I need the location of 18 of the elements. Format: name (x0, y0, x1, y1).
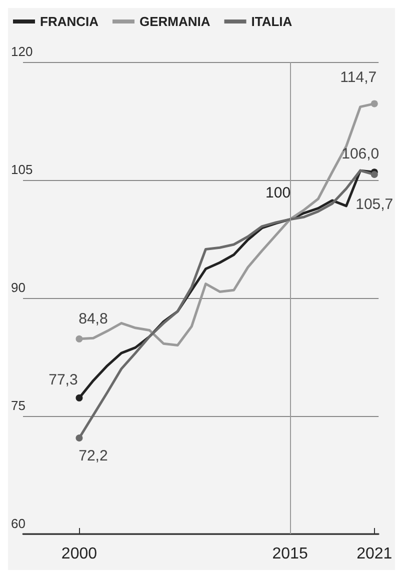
data-label: 77,3 (48, 371, 78, 388)
data-label: 84,8 (78, 310, 108, 328)
legend-label: GERMANIA (139, 14, 211, 29)
data-label: 106,0 (342, 146, 380, 163)
y-tick-label: 105 (11, 162, 33, 177)
y-tick-label: 75 (11, 398, 26, 413)
data-label: 114,7 (340, 69, 377, 86)
x-tick-label: 2015 (272, 546, 308, 562)
x-tick-label: 2021 (356, 546, 392, 562)
data-label: 72,2 (78, 448, 108, 465)
y-tick-label: 120 (11, 44, 33, 59)
y-tick-label: 60 (11, 516, 26, 531)
x-tick-label: 2000 (61, 546, 98, 562)
data-label: 105,7 (356, 196, 394, 213)
annotation: 100 (266, 184, 291, 202)
legend-label: ITALIA (251, 14, 293, 29)
y-tick-label: 90 (11, 280, 26, 295)
legend-label: FRANCIA (40, 14, 100, 29)
